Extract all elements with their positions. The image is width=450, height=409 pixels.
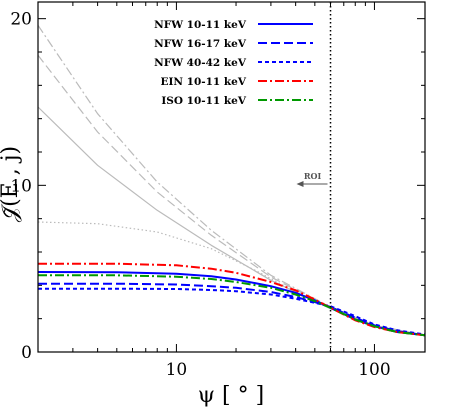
x-axis-label: ψ [ ° ]	[198, 383, 264, 408]
x-tick-label: 10	[166, 360, 188, 380]
curves-layer	[37, 24, 426, 337]
legend-label-nfw-16-17-kev: NFW 16-17 keV	[154, 38, 247, 50]
y-axis-label: 𝒥̃(E , j)	[0, 146, 23, 222]
y-tick-label: 10	[10, 176, 32, 196]
legend-label-nfw-40-42-kev: NFW 40-42 keV	[154, 57, 247, 69]
roi-arrow-icon	[296, 181, 304, 187]
x-tick-label: 100	[358, 360, 390, 380]
legend: NFW 10-11 keV NFW 16-17 keV NFW 40-42 keV E…	[154, 19, 313, 107]
series-line-reference-curve-5	[37, 106, 426, 336]
y-tick-label: 0	[21, 343, 32, 363]
legend-label-nfw-10-11-kev: NFW 10-11 keV	[154, 19, 247, 31]
y-tick-label: 20	[10, 10, 32, 30]
series-line-nfw-40-42-kev	[38, 287, 426, 336]
series-line-nfw-16-17-kev	[38, 282, 426, 337]
series-line-reference-curve-7	[37, 24, 426, 336]
legend-label-iso-10-11-kev: ISO 10-11 keV	[161, 95, 246, 107]
plot-frame	[37, 1, 426, 353]
series-line-iso-10-11-kev	[38, 274, 426, 337]
roi-label: ROI	[304, 171, 322, 181]
roi-layer: ROI	[296, 2, 332, 352]
axes-layer: 10 100 0 10 20	[10, 1, 426, 380]
legend-label-ein-10-11-kev: EIN 10-11 keV	[160, 76, 246, 88]
